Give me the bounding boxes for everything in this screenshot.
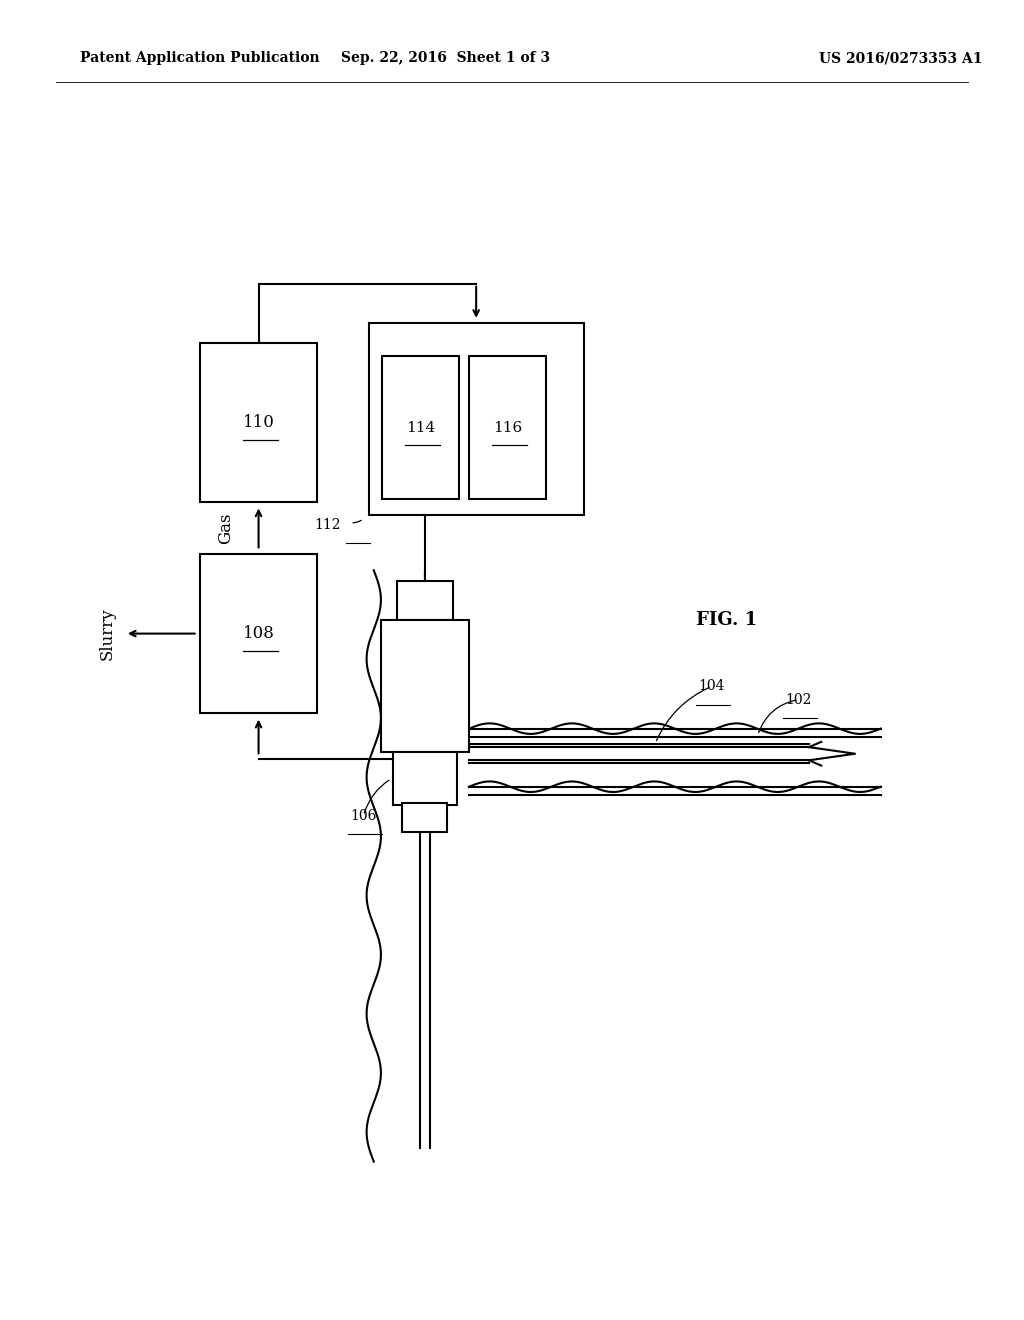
Bar	[381, 620, 469, 752]
Bar	[382, 356, 459, 499]
Text: Slurry: Slurry	[99, 607, 116, 660]
Text: FIG. 1: FIG. 1	[696, 611, 758, 630]
Text: 112: 112	[314, 519, 341, 532]
Bar	[397, 581, 453, 620]
Text: 102: 102	[785, 693, 812, 706]
Text: Sep. 22, 2016  Sheet 1 of 3: Sep. 22, 2016 Sheet 1 of 3	[341, 51, 550, 65]
Bar	[369, 323, 584, 515]
Text: 110: 110	[243, 414, 274, 430]
Text: 106: 106	[350, 809, 377, 822]
Text: 116: 116	[493, 421, 522, 434]
Bar	[402, 803, 447, 832]
Text: 104: 104	[698, 680, 725, 693]
Text: 114: 114	[406, 421, 435, 434]
Bar	[393, 752, 457, 805]
Bar	[200, 554, 317, 713]
Text: Patent Application Publication: Patent Application Publication	[80, 51, 319, 65]
Text: Gas: Gas	[217, 512, 234, 544]
Text: US 2016/0273353 A1: US 2016/0273353 A1	[819, 51, 983, 65]
Text: 108: 108	[243, 626, 274, 642]
Bar	[200, 343, 317, 502]
Bar	[469, 356, 546, 499]
